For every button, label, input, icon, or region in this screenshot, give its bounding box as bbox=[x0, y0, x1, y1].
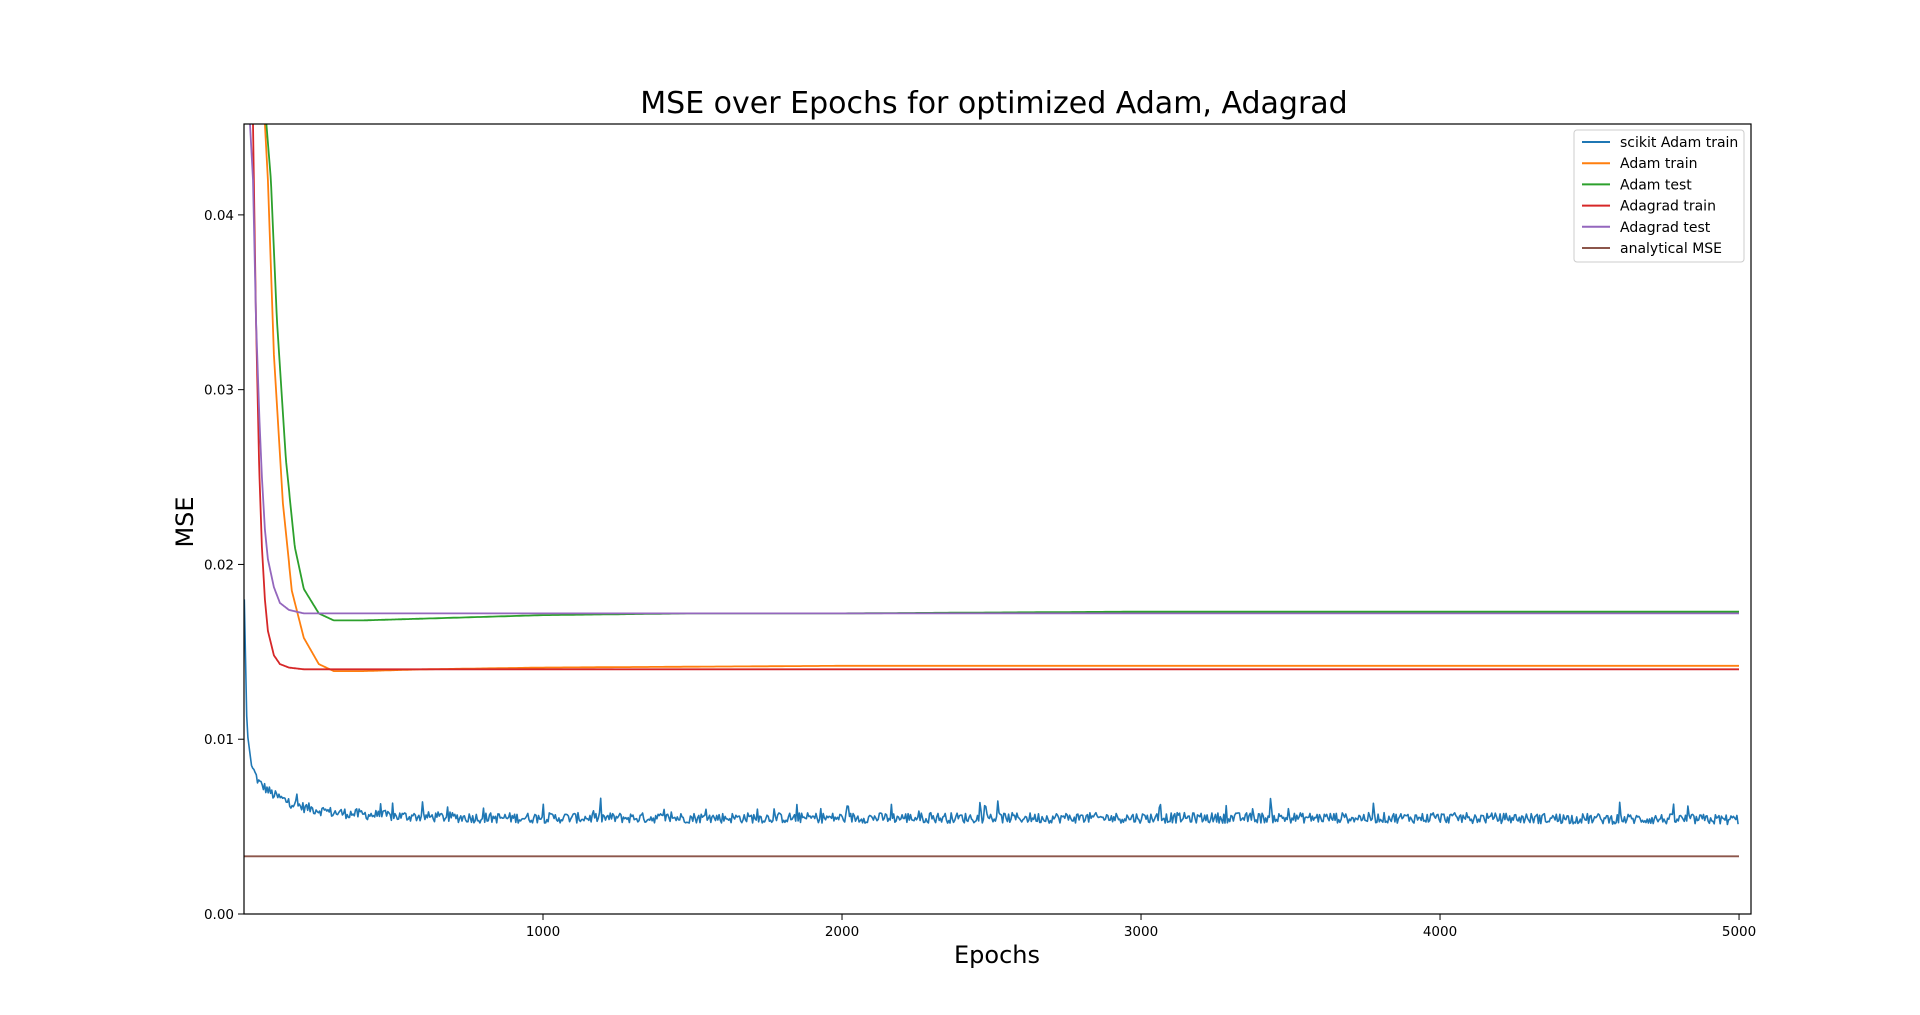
series-line-3 bbox=[252, 124, 1739, 671]
y-axis: 0.00 0.01 0.02 0.03 0.04 bbox=[204, 208, 244, 923]
legend-label: Adagrad test bbox=[1620, 220, 1711, 236]
legend-box bbox=[1573, 129, 1745, 263]
y-tick-label: 0.00 bbox=[204, 907, 234, 923]
plot-area bbox=[244, 124, 1751, 914]
x-tick-label: 2000 bbox=[825, 924, 859, 940]
y-tick-label: 0.03 bbox=[204, 383, 234, 399]
chart-title: MSE over Epochs for optimized Adam, Adag… bbox=[640, 86, 1347, 121]
x-tick-label: 4000 bbox=[1423, 924, 1457, 940]
x-axis: 1000 2000 3000 4000 5000 bbox=[526, 914, 1756, 940]
x-tick-label: 1000 bbox=[526, 924, 560, 940]
series-line-4 bbox=[249, 124, 1739, 615]
legend-label: analytical MSE bbox=[1620, 241, 1722, 257]
y-tick-label: 0.01 bbox=[204, 732, 234, 748]
y-tick-label: 0.02 bbox=[204, 557, 234, 573]
y-tick-label: 0.04 bbox=[204, 208, 234, 224]
y-axis-title: MSE bbox=[171, 496, 199, 547]
series-line-0 bbox=[244, 599, 1739, 826]
x-axis-title: Epochs bbox=[954, 941, 1040, 969]
plot-frame bbox=[243, 123, 1752, 915]
legend-label: Adagrad train bbox=[1620, 199, 1716, 215]
legend-label: scikit Adam train bbox=[1620, 135, 1738, 151]
series-line-1 bbox=[264, 124, 1739, 672]
legend-label: Adam test bbox=[1620, 177, 1692, 193]
legend: scikit Adam train Adam train Adam test Adag… bbox=[1573, 129, 1745, 263]
legend-label: Adam train bbox=[1620, 156, 1697, 172]
series-layer bbox=[244, 124, 1739, 858]
x-tick-label: 3000 bbox=[1124, 924, 1158, 940]
x-tick-label: 5000 bbox=[1722, 924, 1756, 940]
